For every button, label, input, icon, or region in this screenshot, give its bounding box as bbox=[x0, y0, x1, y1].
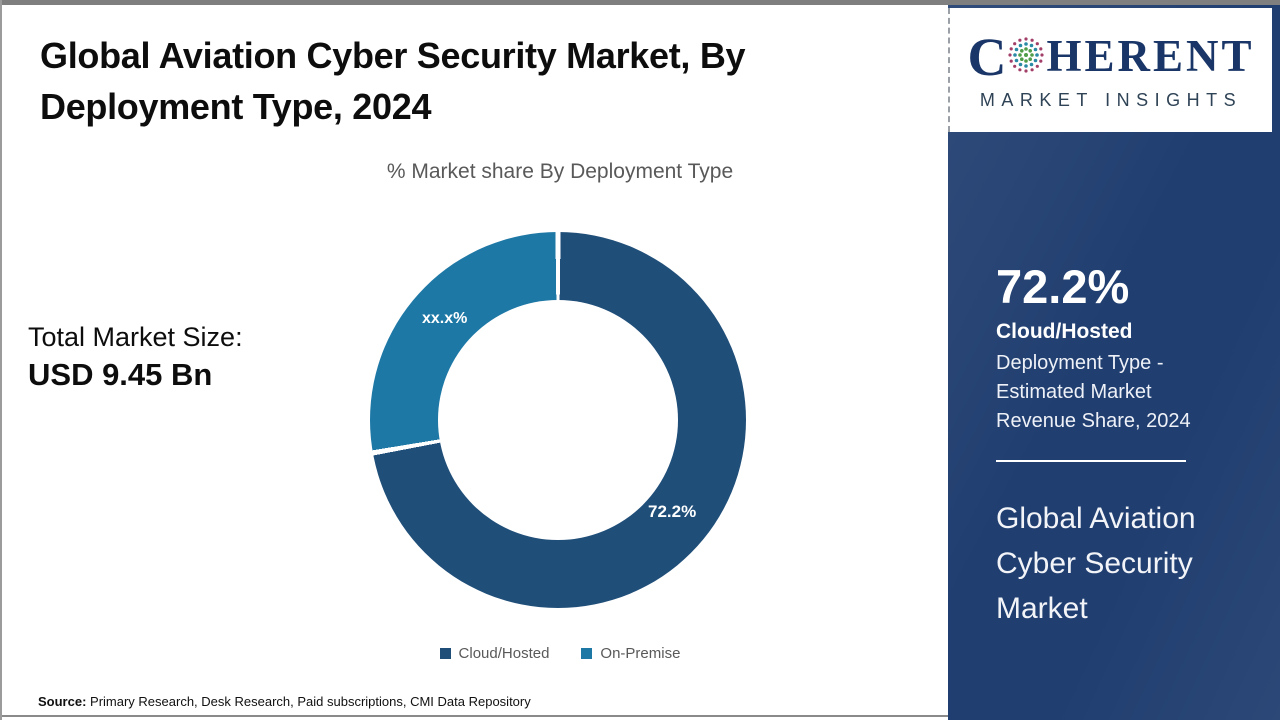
sidebar-divider bbox=[996, 460, 1186, 462]
legend-swatch-on-premise bbox=[581, 648, 593, 659]
logo-letters-rest: HERENT bbox=[1046, 31, 1255, 81]
donut-chart: 72.2% xx.x% bbox=[370, 232, 746, 608]
brand-logo-wordmark: C HERENT bbox=[967, 30, 1254, 84]
source-prefix: Source: bbox=[38, 694, 87, 709]
brand-logo: C HERENT MARKET INSIGHTS bbox=[948, 8, 1272, 132]
legend-swatch-cloud-hosted bbox=[439, 648, 451, 659]
brand-logo-subtitle: MARKET INSIGHTS bbox=[979, 89, 1243, 110]
total-market-size: Total Market Size: USD 9.45 Bn bbox=[28, 322, 243, 393]
legend-item-on-premise: On-Premise bbox=[581, 645, 680, 662]
frame-border-top bbox=[0, 0, 1280, 5]
legend-label-cloud-hosted: Cloud/Hosted bbox=[458, 645, 550, 662]
frame-border-bottom bbox=[2, 715, 948, 717]
sidebar-panel: 72.2% Cloud/Hosted Deployment Type - Est… bbox=[996, 133, 1246, 631]
highlight-description: Deployment Type - Estimated Market Reven… bbox=[996, 352, 1191, 432]
page-title: Global Aviation Cyber Security Market, B… bbox=[40, 35, 746, 128]
chart-legend: Cloud/Hosted On-Premise bbox=[180, 645, 940, 662]
source-line: Source: Primary Research, Desk Research,… bbox=[38, 694, 531, 709]
total-market-size-label: Total Market Size: bbox=[28, 322, 243, 352]
sidebar: C HERENT MARKET INSIGHTS 72.2% Cloud/Hos… bbox=[948, 5, 1280, 720]
highlight-value: 72.2% bbox=[996, 260, 1130, 313]
donut-hole bbox=[438, 300, 678, 540]
source-text: Primary Research, Desk Research, Paid su… bbox=[90, 694, 531, 709]
frame-border-left bbox=[0, 0, 2, 720]
total-market-size-value: USD 9.45 Bn bbox=[28, 357, 213, 392]
slice-label-cloud-hosted: 72.2% bbox=[648, 502, 697, 521]
sidebar-market-name: Global Aviation Cyber Security Market bbox=[996, 502, 1196, 625]
legend-item-cloud-hosted: Cloud/Hosted bbox=[439, 645, 550, 662]
logo-letter-c: C bbox=[967, 26, 1007, 87]
globe-icon bbox=[1008, 36, 1045, 73]
chart-subtitle: % Market share By Deployment Type bbox=[386, 160, 734, 183]
legend-label-on-premise: On-Premise bbox=[600, 645, 681, 662]
slice-label-on-premise: xx.x% bbox=[422, 310, 468, 327]
highlight-segment: Cloud/Hosted bbox=[996, 320, 1133, 343]
